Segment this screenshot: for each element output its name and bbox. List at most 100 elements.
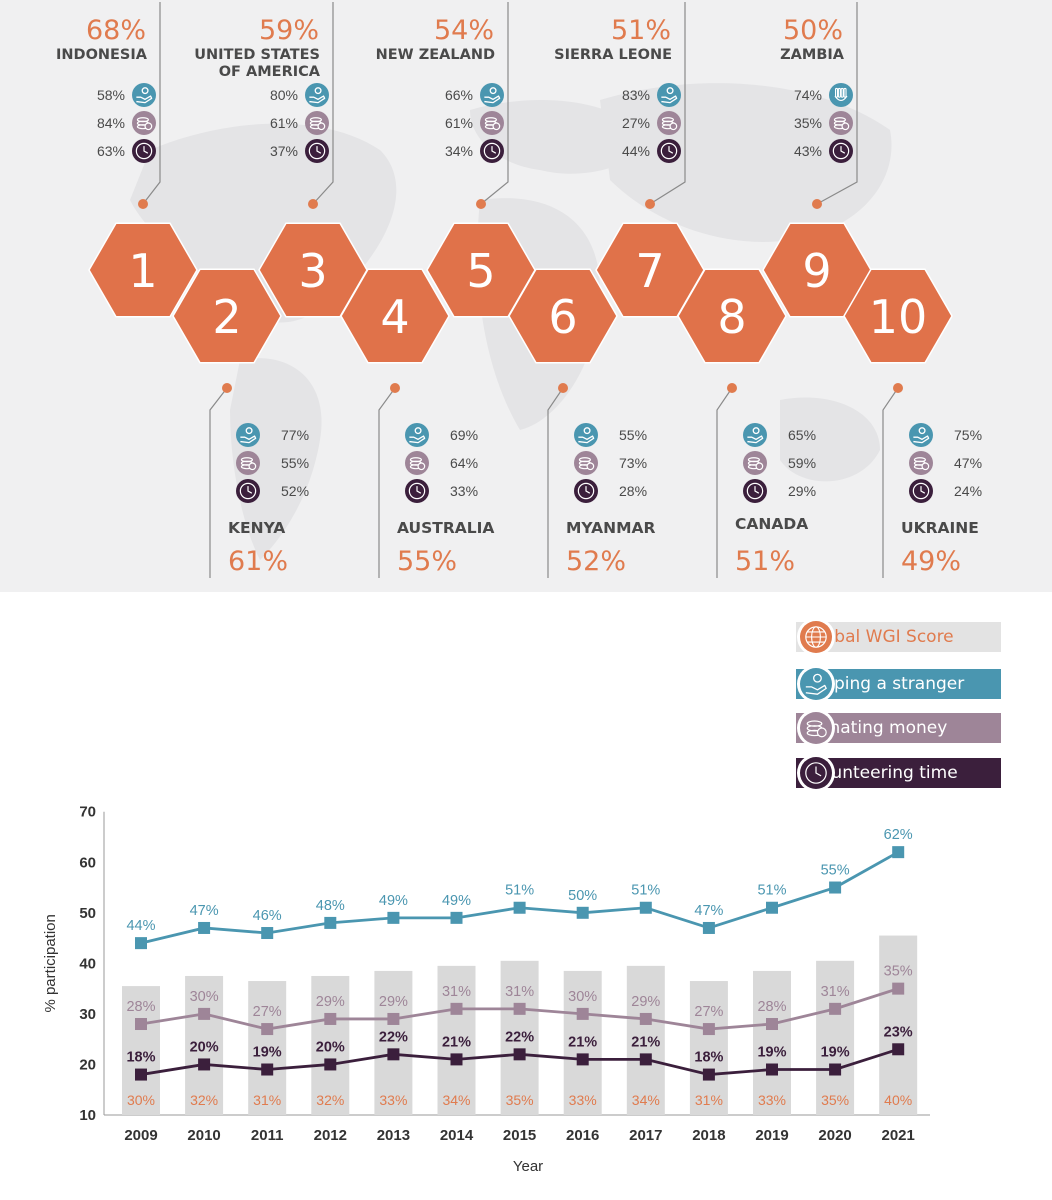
rank-number: 1 (128, 244, 157, 298)
volunteering-value: 28% (619, 483, 647, 499)
data-label: 22% (505, 1029, 534, 1045)
data-label: 20% (316, 1039, 345, 1055)
wgi-bar-label: 31% (253, 1092, 281, 1108)
wgi-bar-label: 30% (127, 1092, 155, 1108)
wgi-bar (374, 970, 413, 1115)
coins-icon (800, 712, 832, 744)
coins-icon (405, 451, 429, 475)
rank-entry-5: 54%NEW ZEALAND 66% 61% 34% (376, 2, 509, 209)
helping-value: 58% (97, 87, 125, 103)
y-tick-label: 60 (79, 854, 96, 871)
rank-entry-6: 55% 73% 28% MYANMAR 52% (547, 383, 656, 578)
data-label: 47% (190, 903, 219, 919)
country-name: NEW ZEALAND (376, 47, 495, 63)
helping-value: 80% (270, 87, 298, 103)
coins-icon (305, 111, 329, 135)
donating-value: 27% (622, 115, 650, 131)
volunteering-value: 63% (97, 143, 125, 159)
rank-entry-8: 65% 59% 29% CANADA 51% (716, 383, 816, 578)
helping-hand-icon (480, 83, 504, 107)
y-tick-label: 20 (79, 1056, 96, 1073)
donating-value: 73% (619, 455, 647, 471)
x-tick-label: 2016 (566, 1127, 599, 1144)
x-tick-label: 2011 (251, 1127, 284, 1144)
helping-value: 74% (794, 87, 822, 103)
leader-dot (222, 383, 232, 393)
leader-dot (476, 199, 486, 209)
wgi-bar (879, 935, 918, 1115)
wgi-bar-label: 33% (379, 1092, 407, 1108)
rank-entry-9: 50%ZAMBIA 74% 35% 43% (780, 2, 858, 209)
volunteering-value: 43% (794, 143, 822, 159)
data-label: 29% (631, 994, 660, 1010)
country-name: INDONESIA (56, 47, 148, 63)
x-tick-label: 2013 (377, 1127, 410, 1144)
helping-hand-icon (305, 83, 329, 107)
leader-dot (645, 199, 655, 209)
helping-hand-icon (797, 665, 835, 703)
coins-icon (236, 451, 260, 475)
country-score: 55% (397, 546, 457, 577)
data-point (450, 1002, 463, 1015)
leader-line (209, 387, 228, 578)
data-label: 27% (253, 1004, 282, 1020)
data-label: 31% (821, 984, 850, 1000)
legend-item: Global WGI Score (796, 618, 1036, 656)
volunteering-value: 52% (281, 483, 309, 499)
data-point (135, 937, 147, 950)
leader-dot (138, 199, 148, 209)
coins-icon (743, 451, 767, 475)
helping-value: 55% (619, 427, 647, 443)
helping-value: 77% (281, 427, 309, 443)
coins-icon (797, 709, 835, 747)
data-label: 21% (442, 1034, 471, 1050)
data-label: 21% (631, 1034, 660, 1050)
rank-number: 2 (212, 290, 241, 344)
y-tick-label: 40 (79, 955, 96, 972)
data-label: 18% (694, 1050, 723, 1066)
data-label: 30% (568, 989, 597, 1005)
wgi-bar (753, 970, 791, 1115)
data-label: 47% (694, 903, 723, 919)
helping-hand-icon (800, 668, 832, 700)
wgi-bar-label: 32% (316, 1092, 344, 1108)
wgi-bar (437, 965, 476, 1115)
data-point (513, 1002, 526, 1015)
data-point (576, 906, 589, 919)
rank-entry-7: 51%SIERRA LEONE 83% 27% 44% (554, 2, 686, 209)
data-label: 44% (126, 918, 155, 934)
leader-line (649, 2, 686, 205)
wgi-bar-label: 33% (758, 1092, 786, 1108)
wgi-bar-label: 35% (506, 1092, 534, 1108)
ranking-graphic: 68%INDONESIA58%84%63%77%55%52%KENYA61%59… (56, 2, 982, 578)
data-label: 18% (126, 1050, 155, 1066)
rank-number: 9 (802, 244, 831, 298)
clock-icon (909, 479, 933, 503)
helping-value: 69% (450, 427, 478, 443)
rank-hexagon (88, 222, 198, 318)
data-point (324, 1012, 337, 1025)
leader-line (480, 2, 509, 205)
volunteering-value: 44% (622, 143, 650, 159)
rank-number: 5 (466, 244, 495, 298)
rank-hexagon (172, 268, 282, 364)
helping-hand-icon (743, 423, 767, 447)
country-score: 52% (566, 546, 626, 577)
country-name: UNITED STATES (194, 47, 320, 63)
helping-hand-icon (574, 423, 598, 447)
data-label: 31% (505, 984, 534, 1000)
data-label: 28% (757, 999, 786, 1015)
volunteering-value: 34% (445, 143, 473, 159)
donating-value: 59% (788, 455, 816, 471)
leader-dot (308, 199, 318, 209)
data-point (892, 1043, 905, 1056)
raised-hand-icon (829, 83, 853, 107)
y-tick-label: 70 (79, 804, 96, 821)
country-name: CANADA (735, 515, 808, 533)
country-score: 49% (901, 546, 961, 577)
wgi-bar (122, 986, 160, 1115)
coins-icon (909, 451, 933, 475)
wgi-bar (248, 981, 287, 1115)
data-point (450, 1053, 463, 1066)
